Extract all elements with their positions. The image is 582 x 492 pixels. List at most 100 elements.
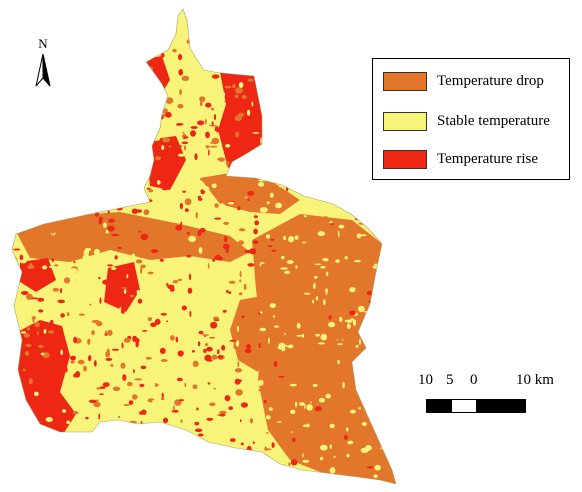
raster-speckle — [378, 402, 383, 405]
raster-speckle — [241, 9, 250, 16]
raster-speckle — [206, 417, 214, 421]
raster-speckle — [26, 293, 33, 300]
raster-speckle — [371, 409, 377, 416]
raster-speckle — [13, 342, 20, 349]
raster-speckle — [105, 357, 113, 361]
raster-speckle — [205, 102, 212, 108]
scale-segment — [476, 399, 526, 413]
raster-speckle — [273, 360, 278, 367]
raster-speckle — [258, 389, 264, 392]
raster-speckle — [374, 378, 380, 381]
raster-speckle — [109, 59, 114, 65]
raster-speckle — [345, 27, 348, 30]
raster-speckle — [366, 92, 372, 97]
raster-speckle — [21, 331, 27, 334]
raster-speckle — [210, 321, 218, 329]
raster-speckle — [48, 330, 55, 334]
raster-speckle — [252, 468, 259, 476]
raster-speckle — [12, 111, 14, 119]
raster-speckle — [139, 87, 146, 94]
raster-speckle — [337, 337, 343, 344]
raster-speckle — [228, 280, 236, 284]
raster-speckle — [39, 179, 46, 187]
raster-speckle — [134, 378, 142, 381]
raster-speckle — [346, 453, 350, 458]
raster-speckle — [308, 232, 313, 239]
raster-speckle — [253, 215, 258, 219]
raster-speckle — [46, 31, 49, 35]
raster-speckle — [391, 44, 396, 48]
raster-speckle — [313, 176, 318, 179]
raster-speckle — [164, 111, 172, 118]
raster-speckle — [352, 319, 357, 326]
raster-speckle — [243, 283, 247, 290]
raster-speckle — [215, 42, 220, 48]
raster-speckle — [92, 29, 97, 33]
raster-speckle — [223, 458, 232, 462]
legend-item-rise: Temperature rise — [383, 149, 538, 169]
raster-speckle — [315, 68, 320, 75]
raster-speckle — [229, 58, 238, 61]
region-boundary — [11, 8, 397, 485]
raster-speckle — [98, 112, 105, 119]
raster-speckle — [214, 319, 220, 322]
raster-speckle — [300, 187, 307, 194]
raster-speckle — [214, 217, 222, 220]
raster-speckle — [278, 375, 285, 378]
raster-speckle — [101, 24, 107, 27]
raster-speckle — [12, 229, 13, 236]
raster-speckle — [259, 327, 267, 332]
raster-speckle — [106, 253, 113, 261]
raster-speckle — [118, 336, 123, 344]
raster-speckle — [322, 216, 329, 220]
raster-speckle — [60, 349, 63, 356]
raster-speckle — [140, 233, 149, 241]
raster-speckle — [261, 43, 268, 47]
raster-speckle — [361, 110, 366, 118]
raster-speckle — [55, 101, 62, 104]
raster-speckle — [194, 448, 197, 451]
legend-label: Stable temperature — [437, 112, 550, 129]
raster-speckle — [104, 133, 111, 135]
raster-speckle — [387, 388, 391, 392]
raster-speckle — [146, 28, 154, 31]
raster-speckle — [13, 248, 21, 251]
raster-speckle — [64, 36, 69, 43]
raster-speckle — [67, 318, 73, 322]
raster-speckle — [109, 19, 116, 24]
raster-speckle — [391, 349, 396, 356]
raster-speckle — [137, 150, 143, 154]
raster-speckle — [382, 191, 390, 198]
raster-speckle — [236, 325, 240, 332]
raster-speckle — [380, 404, 387, 409]
raster-speckle — [44, 464, 51, 470]
raster-speckle — [148, 189, 154, 193]
raster-speckle — [47, 113, 54, 120]
raster-speckle — [74, 9, 77, 15]
raster-speckle — [386, 230, 392, 237]
raster-speckle — [365, 445, 372, 451]
raster-speckle — [19, 254, 24, 261]
raster-speckle — [31, 297, 39, 300]
raster-speckle — [71, 470, 79, 476]
raster-speckle — [64, 403, 67, 409]
raster-speckle — [245, 9, 249, 11]
raster-speckle — [53, 448, 61, 454]
raster-speckle — [49, 319, 54, 326]
raster-speckle — [146, 187, 151, 190]
raster-speckle — [101, 432, 108, 438]
raster-speckle — [133, 42, 136, 49]
raster-speckle — [137, 298, 143, 304]
raster-speckle — [180, 241, 189, 246]
raster-speckle — [252, 132, 260, 134]
raster-speckle — [304, 403, 306, 410]
raster-speckle — [264, 71, 271, 76]
raster-speckle — [302, 318, 310, 321]
raster-speckle — [343, 434, 348, 440]
raster-speckle — [46, 123, 54, 127]
raster-speckle — [252, 151, 255, 157]
raster-speckle — [356, 436, 361, 442]
raster-speckle — [166, 320, 169, 323]
scale-segment — [426, 399, 452, 413]
raster-speckle — [343, 22, 349, 26]
